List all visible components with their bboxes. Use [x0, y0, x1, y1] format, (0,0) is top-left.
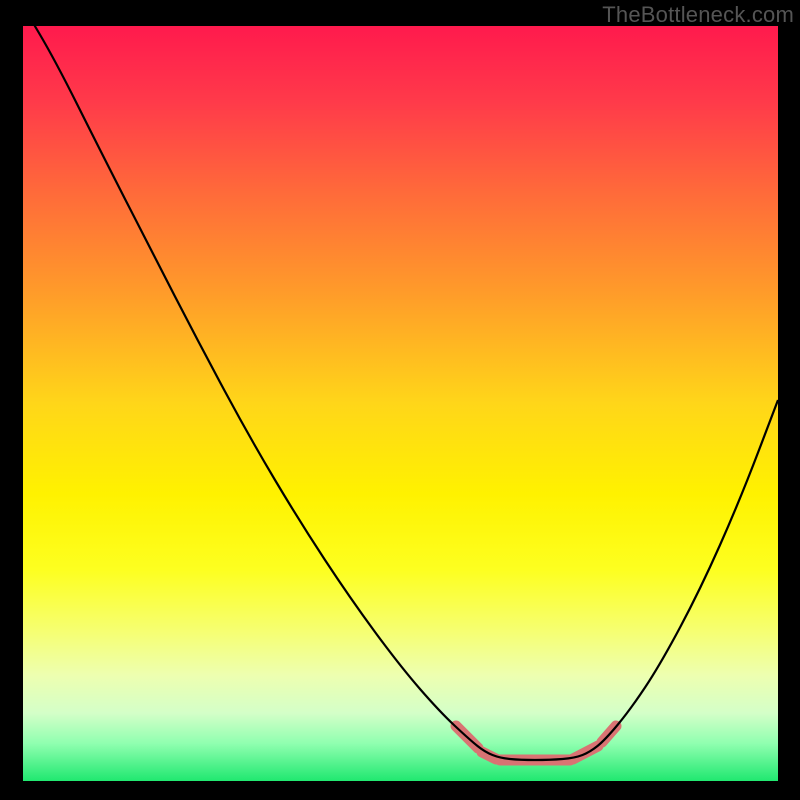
chart-overlay	[0, 0, 800, 800]
highlight-segments	[456, 726, 616, 760]
watermark-text: TheBottleneck.com	[602, 2, 794, 28]
bottleneck-curve	[23, 6, 778, 760]
